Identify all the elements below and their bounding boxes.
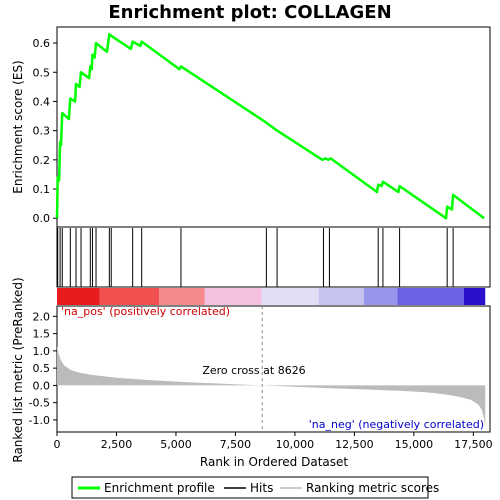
legend: Enrichment profile Hits Ranking metric s… [71, 476, 439, 499]
color-bar-segment [318, 288, 364, 305]
chart-title: Enrichment plot: COLLAGEN [108, 2, 391, 23]
color-bar-segment [363, 288, 398, 305]
positive-correlation-label: 'na_pos' (positively correlated) [61, 305, 230, 318]
color-bar-segment [397, 288, 464, 305]
legend-box [71, 476, 429, 499]
legend-metric-label: Ranking metric scores [306, 481, 439, 495]
es-y-tick-label: 0.1 [33, 183, 51, 196]
x-tick-label: 2,500 [101, 438, 133, 451]
metric-y-tick-label: 1.5 [33, 328, 51, 341]
metric-y-tick-label: 2.0 [33, 310, 51, 323]
legend-hits-label: Hits [250, 481, 273, 495]
es-y-tick-label: 0.4 [33, 95, 51, 108]
x-tick-label: 5,000 [160, 438, 192, 451]
hits-plot-area [56, 226, 491, 288]
x-tick-label: 7,500 [220, 438, 252, 451]
metric-y-tick-label: 0.5 [33, 362, 51, 375]
x-tick-label: 10,000 [276, 438, 315, 451]
zero-cross-label: Zero cross at 8626 [202, 364, 305, 377]
es-y-tick-label: 0.5 [33, 66, 51, 79]
color-bar-segment [463, 288, 486, 305]
metric-y-tick-label: 1.0 [33, 345, 51, 358]
metric-y-tick-label: 0.0 [33, 379, 51, 392]
x-tick-label: 17,500 [454, 438, 493, 451]
x-tick-label: 15,000 [395, 438, 434, 451]
es-y-axis-label: Enrichment score (ES) [11, 60, 25, 193]
color-bar-segment [159, 288, 205, 305]
x-axis-label: Rank in Ordered Dataset [200, 455, 348, 469]
color-bar-segment [99, 288, 160, 305]
rank-color-bar [57, 288, 486, 305]
metric-y-ticks: 2.0 1.5 1.0 0.5 0.0 -0.5 -1.0 [29, 310, 57, 427]
es-panel: 0.0 0.1 0.2 0.3 0.4 0.5 0.6 Enrichment score (… [11, 26, 491, 228]
metric-plot-area [56, 305, 491, 433]
ranking-metric-area [57, 345, 486, 429]
legend-enrichment-label: Enrichment profile [104, 481, 215, 495]
metric-area-group [57, 345, 486, 429]
es-y-tick-label: 0.2 [33, 154, 51, 167]
color-bar-segment [204, 288, 262, 305]
negative-correlation-label: 'na_neg' (negatively correlated) [309, 418, 484, 431]
x-ticks: 0 2,500 5,000 7,500 10,000 12,500 15,000 17,500 [54, 432, 493, 451]
x-tick-label: 0 [54, 438, 61, 451]
metric-panel: 2.0 1.5 1.0 0.5 0.0 -0.5 -1.0 0 2,500 5,000 7,500… [11, 277, 493, 469]
metric-y-tick-label: -1.0 [29, 414, 50, 427]
hit-lines [57, 228, 454, 287]
es-y-tick-label: 0.0 [33, 212, 51, 225]
metric-y-tick-label: -0.5 [29, 397, 50, 410]
es-y-ticks: 0.0 0.1 0.2 0.3 0.4 0.5 0.6 [33, 37, 57, 225]
hits-panel [56, 226, 491, 305]
color-bar-segment [57, 288, 100, 305]
es-y-tick-label: 0.6 [33, 37, 51, 50]
metric-y-axis-label: Ranked list metric (PreRanked) [11, 277, 25, 462]
color-bar-segment [261, 288, 319, 305]
x-tick-label: 12,500 [335, 438, 374, 451]
enrichment-profile-line [55, 33, 485, 220]
es-y-tick-label: 0.3 [33, 125, 51, 138]
es-line-group [55, 33, 485, 220]
